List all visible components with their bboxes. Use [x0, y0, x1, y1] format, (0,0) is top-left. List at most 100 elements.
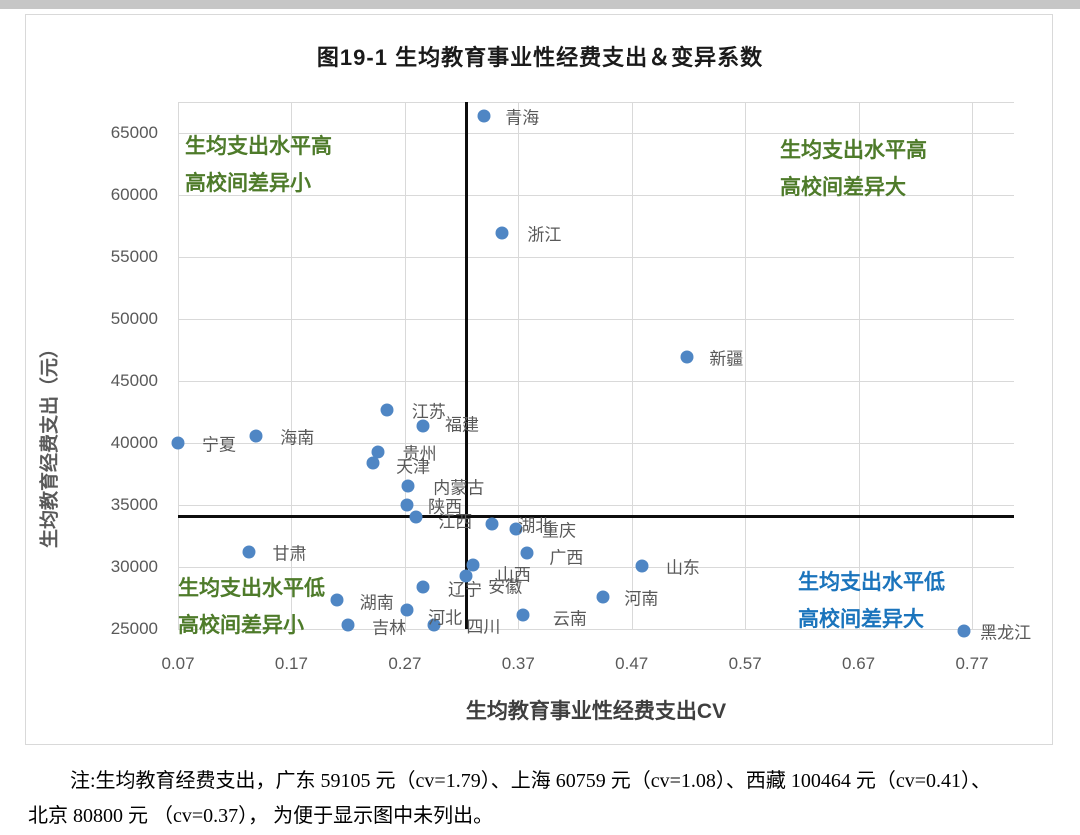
y-tick-label: 50000 — [110, 309, 158, 328]
data-point-吉林 — [341, 618, 355, 632]
x-gridline — [178, 102, 179, 629]
data-label-天津: 天津 — [396, 457, 431, 477]
data-label-新疆: 新疆 — [709, 349, 744, 369]
y-gridline — [178, 443, 1014, 444]
x-gridline — [745, 102, 747, 629]
y-tick-label: 30000 — [110, 557, 158, 576]
data-label-四川: 四川 — [466, 617, 501, 637]
x-gridline — [631, 102, 633, 629]
y-tick-label: 45000 — [110, 371, 158, 390]
data-label-湖北: 湖北 — [518, 516, 553, 536]
data-label-云南: 云南 — [552, 609, 587, 629]
data-label-海南: 海南 — [280, 428, 315, 448]
y-gridline — [178, 257, 1014, 258]
data-point-陕西 — [400, 498, 414, 512]
data-point-辽宁 — [416, 580, 430, 594]
data-label-广西: 广西 — [549, 548, 584, 568]
y-tick-label: 60000 — [110, 185, 158, 204]
x-gridline — [291, 102, 293, 629]
y-gridline — [178, 567, 1014, 568]
data-point-重庆 — [509, 522, 523, 536]
data-label-青海: 青海 — [505, 108, 540, 128]
quadrant-label-2: 生均支出水平高 高校间差异大 — [780, 139, 927, 199]
data-label-江西: 江西 — [438, 512, 473, 532]
data-point-甘肃 — [242, 545, 256, 559]
data-label-宁夏: 宁夏 — [202, 435, 236, 455]
data-label-河北: 河北 — [428, 608, 463, 628]
y-gridline — [178, 133, 1014, 134]
data-point-山东 — [635, 559, 649, 573]
data-label-陕西: 陕西 — [428, 497, 463, 517]
chart-frame — [25, 14, 1053, 745]
data-point-山西 — [466, 558, 480, 572]
x-tick-label: 0.27 — [388, 654, 422, 673]
data-label-辽宁: 辽宁 — [448, 580, 482, 600]
data-point-福建 — [416, 419, 430, 433]
data-point-湖南 — [330, 593, 344, 607]
data-point-河南 — [596, 590, 610, 604]
quadrant-label-4: 生均支出水平低 高校间差异大 — [798, 571, 945, 631]
y-gridline — [178, 319, 1014, 320]
x-gridline — [972, 102, 974, 629]
y-gridline — [178, 629, 1014, 630]
quadrant-label-3: 生均支出水平低 高校间差异小 — [178, 577, 325, 637]
x-gridline — [858, 102, 860, 629]
data-point-内蒙古 — [401, 479, 415, 493]
x-axis-title: 生均教育事业性经费支出CV — [465, 700, 727, 723]
footnote-line-2: 北京 80800 元 （cv=0.37）， 为便于显示图中未列出。 — [28, 805, 494, 827]
y-gridline — [178, 195, 1014, 196]
y-tick-label: 40000 — [110, 433, 158, 452]
x-tick-label: 0.77 — [955, 654, 989, 673]
data-label-江苏: 江苏 — [411, 402, 446, 422]
y-tick-label: 65000 — [110, 123, 158, 142]
data-point-湖北 — [485, 517, 499, 531]
chart-title: 图19-1 生均教育事业性经费支出＆变异系数 — [316, 45, 764, 70]
data-point-黑龙江 — [957, 624, 971, 638]
data-label-安徽: 安徽 — [488, 577, 523, 597]
x-tick-label: 0.17 — [274, 654, 308, 673]
data-label-贵州: 贵州 — [402, 444, 437, 464]
quadrant-label-1: 生均支出水平高 高校间差异小 — [185, 135, 332, 195]
x-tick-label: 0.47 — [615, 654, 649, 673]
data-point-河北 — [400, 603, 414, 617]
data-point-浙江 — [495, 226, 509, 240]
data-point-广西 — [520, 546, 534, 560]
y-gridline — [178, 381, 1014, 382]
y-tick-label: 35000 — [110, 495, 158, 514]
y-tick-label: 25000 — [110, 619, 158, 638]
x-tick-label: 0.67 — [842, 654, 876, 673]
data-label-重庆: 重庆 — [542, 521, 577, 541]
data-label-福建: 福建 — [445, 415, 479, 435]
data-label-湖南: 湖南 — [359, 593, 394, 613]
y-axis-title: 生均教育经费支出（元） — [39, 339, 61, 549]
data-label-黑龙江: 黑龙江 — [980, 623, 1032, 643]
mean-cv-line — [465, 102, 468, 629]
plot-area: 青海浙江新疆江苏 福建海南 宁夏 贵州 天津 内蒙古 陕西 江西 湖北 重庆甘肃 广西 山西 山东安徽辽… — [171, 102, 1031, 643]
data-label-山西: 山西 — [496, 565, 531, 585]
data-point-云南 — [516, 608, 530, 622]
data-point-江苏 — [380, 403, 394, 417]
data-point-贵州 — [371, 445, 385, 459]
data-point-安徽 — [459, 569, 473, 583]
x-tick-label: 0.57 — [728, 654, 762, 673]
data-label-河南: 河南 — [624, 589, 659, 609]
x-gridline — [518, 102, 520, 629]
footnote-line-1: 注:生均教育经费支出，广东 59105 元（cv=1.79）、上海 60759 … — [70, 770, 992, 792]
data-point-海南 — [249, 429, 263, 443]
data-point-四川 — [427, 618, 441, 632]
page-top-edge — [0, 0, 1080, 9]
plot-top-border — [178, 102, 1014, 103]
x-tick-label: 0.37 — [501, 654, 535, 673]
data-label-内蒙古: 内蒙古 — [433, 478, 485, 498]
data-label-甘肃: 甘肃 — [272, 544, 307, 564]
data-label-浙江: 浙江 — [527, 225, 562, 245]
data-point-宁夏 — [171, 436, 185, 450]
y-gridline — [178, 505, 1014, 506]
data-point-青海 — [477, 109, 491, 123]
data-label-山东: 山东 — [665, 558, 700, 578]
mean-expenditure-line — [178, 515, 1014, 518]
data-label-吉林: 吉林 — [372, 618, 407, 638]
data-point-天津 — [366, 456, 380, 470]
y-tick-label: 55000 — [110, 247, 158, 266]
x-gridline — [404, 102, 406, 629]
